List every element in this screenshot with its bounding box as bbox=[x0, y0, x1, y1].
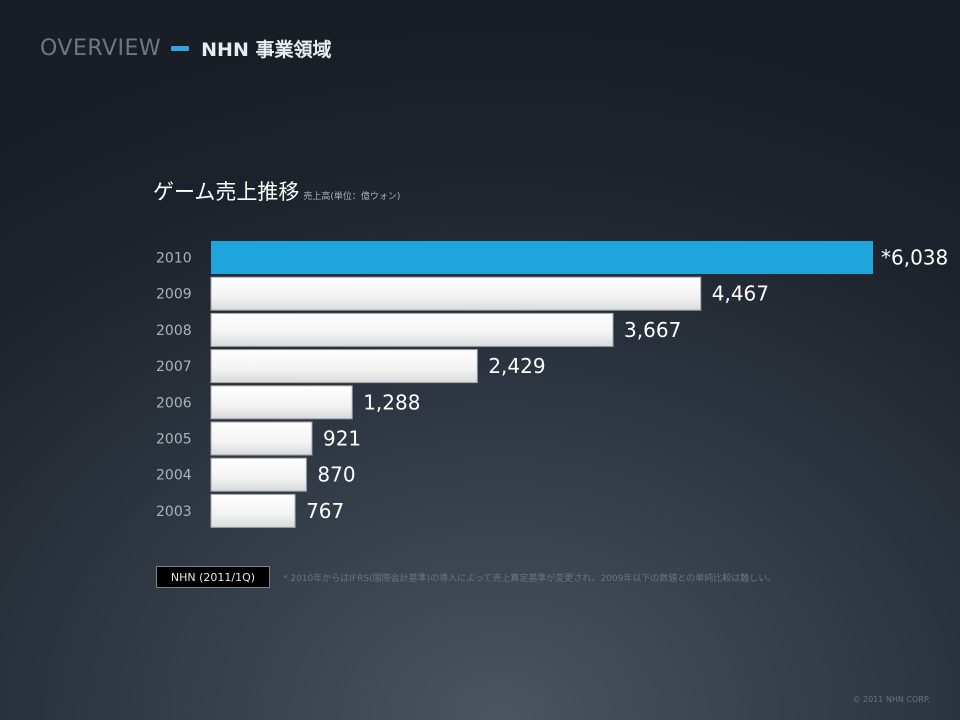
year-label: 2003 bbox=[156, 504, 192, 520]
year-label: 2008 bbox=[156, 323, 192, 339]
value-label: 870 bbox=[317, 463, 355, 487]
year-label: 2007 bbox=[156, 359, 192, 375]
chart-title: ゲーム売上推移 bbox=[153, 180, 300, 204]
value-label: 4,467 bbox=[712, 282, 769, 306]
year-label: 2005 bbox=[156, 432, 192, 448]
bar-2006 bbox=[210, 385, 353, 420]
bar-2003 bbox=[210, 493, 296, 528]
value-label: 3,667 bbox=[624, 318, 681, 342]
page-header: OVERVIEW NHN 事業領域 bbox=[40, 33, 331, 63]
value-label: 2,429 bbox=[488, 354, 545, 378]
copyright: © 2011 NHN CORP. bbox=[852, 695, 930, 704]
footnote: * 2010年からはIFRS(国際会計基準)の導入によって売上算定基準が変更され… bbox=[283, 574, 777, 584]
bar-2005 bbox=[210, 421, 313, 456]
value-label: 1,288 bbox=[363, 390, 420, 414]
value-label: 767 bbox=[306, 499, 344, 523]
value-label: 921 bbox=[323, 427, 361, 451]
value-label: *6,038 bbox=[881, 246, 948, 270]
year-label: 2010 bbox=[156, 251, 192, 267]
header-dash-accent bbox=[171, 45, 190, 51]
year-label: 2004 bbox=[156, 468, 192, 484]
chart-subtitle: 売上高(単位：億ウォン) bbox=[303, 192, 401, 202]
chart-heading: ゲーム売上推移 売上高(単位：億ウォン) bbox=[153, 176, 400, 206]
company-badge: NHN (2011/1Q) bbox=[156, 566, 270, 588]
bar-2007 bbox=[210, 349, 478, 384]
overview-label: OVERVIEW bbox=[40, 35, 162, 61]
bar-2004 bbox=[210, 457, 307, 492]
bar-2010 bbox=[211, 241, 873, 274]
year-label: 2009 bbox=[156, 287, 192, 303]
year-label: 2006 bbox=[156, 395, 192, 411]
bar-2009 bbox=[210, 276, 702, 311]
page-title: NHN 事業領域 bbox=[201, 38, 332, 61]
bar-2008 bbox=[210, 312, 614, 347]
